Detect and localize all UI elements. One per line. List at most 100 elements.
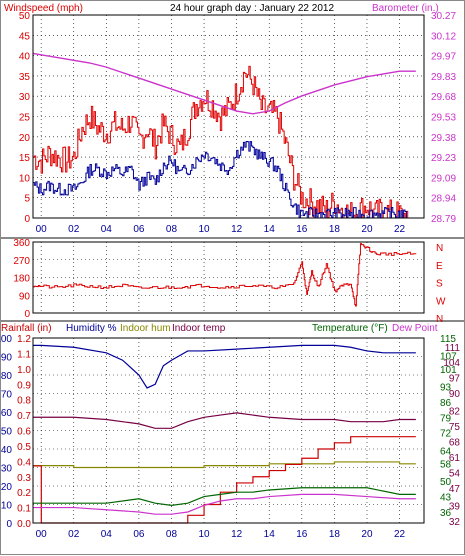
dir-compass-label: S	[436, 279, 443, 290]
baro-y-tick-label: 29.09	[431, 173, 456, 184]
grid-layer	[33, 15, 424, 523]
dir-y-tick-label: 360	[13, 238, 30, 249]
humidity-axis-label: Humidity %	[66, 323, 117, 334]
indoor-temp-line	[33, 412, 416, 429]
temp-y-tick-label: 36	[440, 508, 452, 519]
rain-y-tick-label: 0.0	[17, 519, 31, 530]
hum-y-tick-label: 70	[1, 390, 13, 401]
top-region-border	[0, 0, 465, 238]
rainfall-line	[33, 436, 416, 524]
temperature-line	[33, 487, 416, 506]
temp-x-tick-label: 18	[329, 529, 341, 540]
dir-y-tick-label: 90	[19, 291, 31, 302]
hum-y-tick-label: 80	[1, 371, 13, 382]
hum-y-tick-label: 30	[1, 464, 13, 475]
rain-y-tick-label: 0.3	[17, 473, 31, 484]
temp-y-tick-label: 61	[449, 453, 461, 464]
temp-y-tick-label: 97	[449, 374, 461, 385]
wind-x-tick-label: 20	[361, 224, 373, 235]
hum-y-tick-label: 10	[1, 501, 13, 512]
wind-y-tick-label: 15	[19, 153, 31, 164]
temperature-axis-label: Temperature (°F)	[312, 323, 388, 334]
indoor-temp-axis-label: Indoor temp	[172, 323, 226, 334]
wind-y-tick-label: 30	[19, 92, 31, 103]
wind-x-tick-label: 12	[231, 224, 243, 235]
page-title: 24 hour graph day : January 22 2012	[170, 3, 334, 14]
wind-direction-line	[33, 243, 417, 307]
wind-x-tick-label: 16	[296, 224, 308, 235]
wind-y-tick-label: 5	[24, 194, 30, 205]
series-layer	[32, 52, 417, 524]
wind-x-tick-label: 06	[133, 224, 145, 235]
temp-x-tick-label: 12	[231, 529, 243, 540]
wind-x-tick-label: 22	[394, 224, 406, 235]
humidity-line	[33, 344, 416, 389]
temp-y-tick-label: 58	[440, 460, 452, 471]
rain-y-tick-label: 0.9	[17, 380, 31, 391]
temp-y-tick-label: 43	[440, 493, 452, 504]
dir-compass-label: E	[436, 261, 443, 272]
baro-y-tick-label: 30.27	[431, 11, 456, 22]
barometer-line	[32, 52, 416, 115]
rain-y-tick-label: 0.4	[17, 457, 31, 468]
temp-y-tick-label: 47	[449, 484, 461, 495]
baro-y-tick-label: 30.12	[431, 31, 456, 42]
barometer-axis-label: Barometer (in.)	[372, 3, 439, 14]
temp-x-tick-label: 06	[133, 529, 145, 540]
dir-compass-label: W	[436, 296, 446, 307]
baro-y-tick-label: 29.38	[431, 133, 456, 144]
wind-x-tick-label: 02	[68, 224, 80, 235]
rain-y-tick-label: 0.2	[17, 488, 31, 499]
temp-y-tick-label: 107	[440, 352, 457, 363]
wind-y-tick-label: 0	[24, 214, 30, 225]
temp-y-tick-label: 50	[440, 477, 452, 488]
temp-y-tick-label: 64	[440, 446, 452, 457]
wind-x-tick-label: 04	[101, 224, 113, 235]
rain-y-tick-label: 0.8	[17, 396, 31, 407]
hum-y-tick-label: 0	[6, 519, 12, 530]
wind-x-tick-label: 10	[199, 224, 211, 235]
temp-y-tick-label: 101	[440, 365, 457, 376]
wind-y-tick-label: 50	[19, 11, 31, 22]
hum-y-tick-label: 100	[0, 334, 12, 345]
rain-y-tick-label: 0.6	[17, 427, 31, 438]
rain-y-tick-label: 1.2	[17, 334, 31, 345]
rainfall-axis-label: Rainfall (in)	[1, 323, 52, 334]
temp-y-tick-label: 72	[440, 429, 452, 440]
indoor-hum-axis-label: Indoor hum	[120, 323, 171, 334]
dir-panel-frame	[32, 241, 425, 314]
temp-y-tick-label: 82	[449, 407, 461, 418]
dewpoint-axis-label: Dew Point	[392, 323, 438, 334]
windspeed-axis-label: Windspeed (mph)	[4, 3, 83, 14]
wind-y-tick-label: 40	[19, 52, 31, 63]
wind-y-tick-label: 20	[19, 133, 31, 144]
rain-y-tick-label: 1.1	[17, 349, 31, 360]
tick-label-layer: 0 28.79 5 28.94 10 29.09 15 29.23 20 29.38 25 29.53…	[0, 11, 460, 540]
wind-x-tick-label: 14	[264, 224, 276, 235]
temp-y-tick-label: 111	[445, 343, 461, 354]
baro-y-tick-label: 28.94	[431, 194, 456, 205]
rain-y-tick-label: 1.0	[17, 365, 31, 376]
dir-y-tick-label: 180	[13, 274, 30, 285]
wind-y-tick-label: 45	[19, 31, 31, 42]
temp-x-tick-label: 08	[166, 529, 178, 540]
temp-y-tick-label: 75	[449, 422, 461, 433]
temp-y-tick-label: 79	[440, 413, 452, 424]
baro-y-tick-label: 29.97	[431, 52, 456, 63]
dir-y-tick-label: 0	[24, 309, 30, 320]
bottom-region-border	[0, 321, 465, 555]
wind-x-tick-label: 00	[36, 224, 48, 235]
temp-y-tick-label: 93	[440, 382, 452, 393]
hum-y-tick-label: 60	[1, 408, 13, 419]
baro-y-tick-label: 29.53	[431, 113, 456, 124]
wind-y-tick-label: 25	[19, 113, 31, 124]
temp-y-tick-label: 54	[449, 468, 461, 479]
dir-compass-label: N	[436, 243, 443, 254]
wind-avg-line	[33, 140, 408, 219]
temp-x-tick-label: 22	[394, 529, 406, 540]
hum-y-tick-label: 50	[1, 427, 13, 438]
temp-panel-frame	[32, 337, 425, 524]
